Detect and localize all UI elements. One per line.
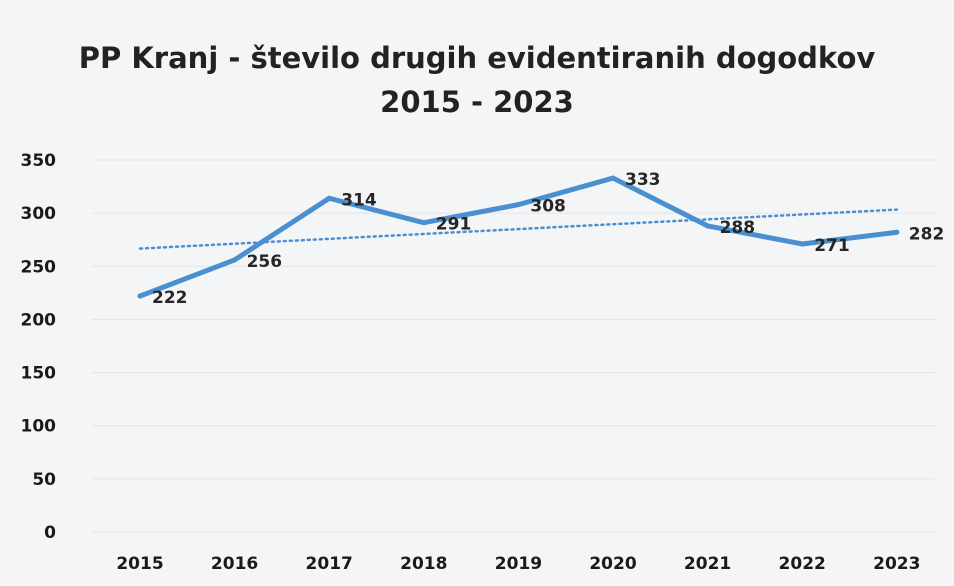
data-point bbox=[421, 220, 427, 226]
x-tick-label: 2022 bbox=[779, 554, 826, 574]
x-tick-label: 2023 bbox=[873, 554, 920, 574]
chart-subtitle: 2015 - 2023 bbox=[380, 85, 574, 119]
data-label: 271 bbox=[814, 236, 850, 256]
data-label: 256 bbox=[247, 252, 283, 272]
data-label: 288 bbox=[720, 218, 756, 238]
x-tick-label: 2021 bbox=[684, 554, 731, 574]
x-tick-label: 2015 bbox=[116, 554, 163, 574]
x-tick-label: 2017 bbox=[306, 554, 353, 574]
data-point bbox=[232, 257, 238, 263]
data-label: 314 bbox=[341, 190, 377, 210]
y-tick-label: 300 bbox=[21, 204, 57, 224]
data-label: 308 bbox=[530, 197, 566, 217]
data-label: 282 bbox=[909, 224, 945, 244]
data-point bbox=[894, 229, 900, 235]
x-tick-label: 2016 bbox=[211, 554, 258, 574]
data-point bbox=[799, 241, 805, 247]
x-tick-label: 2018 bbox=[400, 554, 447, 574]
chart-title: PP Kranj - število drugih evidentiranih … bbox=[79, 41, 876, 75]
data-point bbox=[610, 175, 616, 181]
gridlines bbox=[92, 159, 935, 533]
data-series bbox=[137, 175, 900, 299]
x-tick-label: 2020 bbox=[589, 554, 636, 574]
y-tick-label: 350 bbox=[21, 151, 57, 171]
data-point bbox=[515, 202, 521, 208]
data-point bbox=[137, 293, 143, 299]
y-tick-label: 100 bbox=[21, 417, 57, 437]
data-labels: 222 256 314 291 308 333 288 271 282 bbox=[152, 170, 944, 308]
y-tick-label: 250 bbox=[21, 257, 57, 277]
y-tick-label: 150 bbox=[21, 364, 57, 384]
data-label: 333 bbox=[625, 170, 661, 190]
y-tick-label: 50 bbox=[32, 470, 56, 490]
y-tick-label: 200 bbox=[21, 310, 57, 330]
x-tick-label: 2019 bbox=[495, 554, 542, 574]
data-point bbox=[705, 223, 711, 229]
data-label: 291 bbox=[436, 215, 472, 235]
data-point bbox=[326, 195, 332, 201]
data-label: 222 bbox=[152, 288, 188, 308]
x-axis-tick-labels: 2015 2016 2017 2018 2019 2020 2021 2022 2023 bbox=[116, 554, 920, 574]
y-axis-tick-labels: 0 50 100 150 200 250 300 350 bbox=[21, 151, 57, 543]
y-tick-label: 0 bbox=[44, 523, 56, 543]
